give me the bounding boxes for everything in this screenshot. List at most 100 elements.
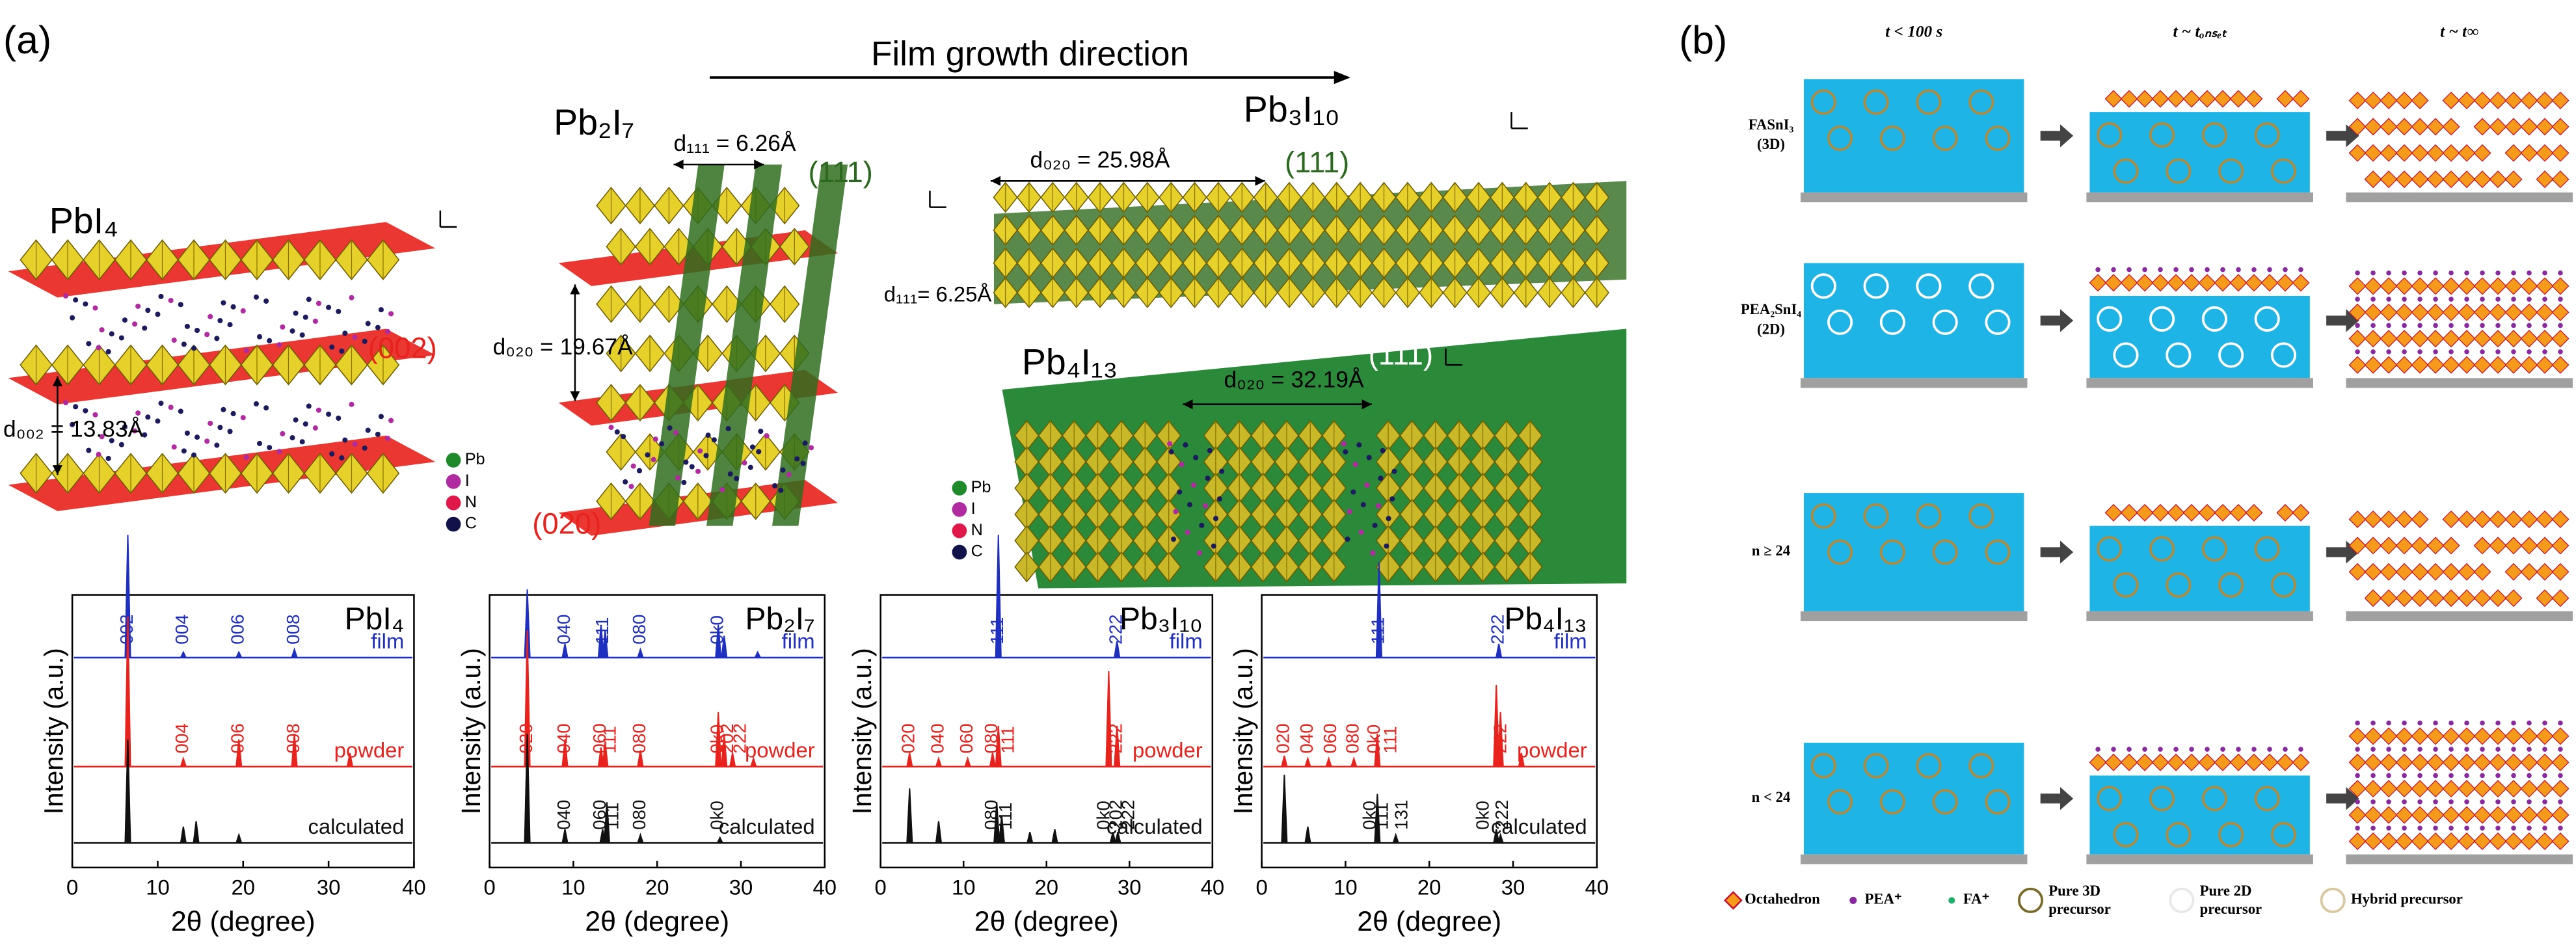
pea-icon <box>2464 747 2469 752</box>
pea-icon <box>2173 747 2179 752</box>
legend-swatch <box>2017 887 2044 913</box>
legend-label: precursor <box>2200 901 2262 917</box>
pea-icon <box>2527 747 2532 752</box>
pea-icon <box>2267 267 2272 273</box>
molecule-dot <box>621 434 626 440</box>
octahedron-icon <box>2364 91 2382 109</box>
molecule-dot <box>1219 468 1225 474</box>
molecule-dot <box>1179 462 1185 468</box>
octahedron-icon <box>2104 90 2123 108</box>
growth-arrow-head <box>1334 71 1350 85</box>
octahedron-icon <box>2276 274 2294 292</box>
octahedron-icon <box>2348 330 2367 348</box>
legend-label: Hybrid precursor <box>2351 891 2463 907</box>
peak-label: 040 <box>554 800 574 830</box>
x-axis-label: 2θ (degree) <box>171 906 315 937</box>
legend-label: N <box>465 493 477 511</box>
octahedron-icon <box>2473 303 2491 321</box>
pea-icon <box>2220 267 2225 273</box>
pea-icon <box>2511 297 2516 302</box>
process-arrow <box>2040 124 2074 148</box>
legend-label: Octahedron <box>1745 891 1820 907</box>
series-name: powder <box>1517 738 1587 762</box>
octahedron-icon <box>2473 780 2491 798</box>
octahedron-icon <box>2348 727 2367 745</box>
molecule-dot <box>1177 489 1183 495</box>
molecule-dot <box>109 331 114 337</box>
legend-swatch <box>2169 887 2195 913</box>
octahedron-icon <box>2426 144 2445 162</box>
molecule-dot <box>105 349 111 354</box>
diffraction-peak <box>561 643 569 658</box>
molecule-dot <box>1370 550 1376 556</box>
molecule-dot <box>195 328 200 334</box>
molecule-dot <box>132 428 138 434</box>
molecule-dot <box>651 457 656 462</box>
octahedron-icon <box>2411 753 2429 771</box>
pea-icon <box>2355 773 2360 779</box>
peak-label: 040 <box>554 723 574 753</box>
diffraction-peak <box>906 788 913 844</box>
precursor <box>2201 122 2227 148</box>
octahedron-icon <box>2395 832 2413 850</box>
pea-icon <box>2527 297 2532 302</box>
pea-icon <box>2527 720 2532 726</box>
molecule-dot <box>378 307 384 313</box>
diffraction-peak <box>193 821 200 844</box>
pea-icon <box>2480 773 2485 779</box>
process-arrow <box>2326 124 2359 148</box>
process-arrow <box>2040 540 2074 564</box>
molecule-dot <box>230 304 236 310</box>
octahedron-icon <box>2504 753 2523 771</box>
octahedron-icon <box>2442 832 2460 850</box>
pea-icon <box>2220 747 2225 752</box>
molecule-dot <box>388 311 394 317</box>
octahedron-icon <box>2489 91 2507 109</box>
pea-icon <box>2464 297 2469 302</box>
peak-label: 111 <box>995 803 1015 830</box>
pea-icon <box>2527 773 2532 779</box>
octahedron-icon <box>2504 510 2523 528</box>
octahedron-icon <box>2520 832 2538 850</box>
precursor <box>2218 158 2244 184</box>
pea-icon <box>2558 747 2563 752</box>
molecule-dot <box>800 460 806 466</box>
molecule-dot <box>240 415 246 421</box>
pea-icon <box>2355 297 2360 302</box>
precursor <box>2218 821 2244 847</box>
molecule-dot <box>195 434 200 440</box>
octahedron-icon <box>2489 510 2507 528</box>
molecule-dot <box>191 452 197 458</box>
octahedron-icon <box>2458 330 2476 348</box>
molecule-dot <box>253 294 260 300</box>
peak-label: 004 <box>172 615 192 645</box>
molecule-dot <box>214 336 220 341</box>
molecule-dot <box>280 324 286 330</box>
series-name: calculated <box>719 814 815 838</box>
molecule-dot <box>365 321 371 326</box>
molecule-dot <box>375 431 381 437</box>
octahedron-icon <box>2442 170 2460 189</box>
pea-icon <box>2370 825 2376 831</box>
molecule-dot <box>155 418 161 424</box>
peak-label: 006 <box>228 615 248 645</box>
molecule-dot <box>293 417 299 423</box>
octahedron-icon <box>2489 537 2507 555</box>
octahedron-icon <box>2292 753 2310 771</box>
octahedron-icon <box>2182 90 2201 108</box>
precursor <box>1985 309 2011 335</box>
legend-swatch <box>952 481 967 496</box>
octahedron-icon <box>2364 563 2382 581</box>
row-label: PEA₂SnI₄ <box>1741 301 1801 317</box>
molecule-dot <box>86 447 92 453</box>
peak-label: 040 <box>927 723 947 753</box>
pea-icon <box>2205 747 2210 752</box>
molecule-dot <box>155 312 161 317</box>
precursor <box>1985 539 2011 565</box>
octahedron-icon <box>2458 510 2476 528</box>
precursor <box>1879 539 1905 565</box>
pea-icon <box>2370 799 2376 805</box>
molecule-dot <box>217 425 223 431</box>
pea-icon <box>2142 267 2147 273</box>
octahedron-icon <box>2442 589 2460 607</box>
